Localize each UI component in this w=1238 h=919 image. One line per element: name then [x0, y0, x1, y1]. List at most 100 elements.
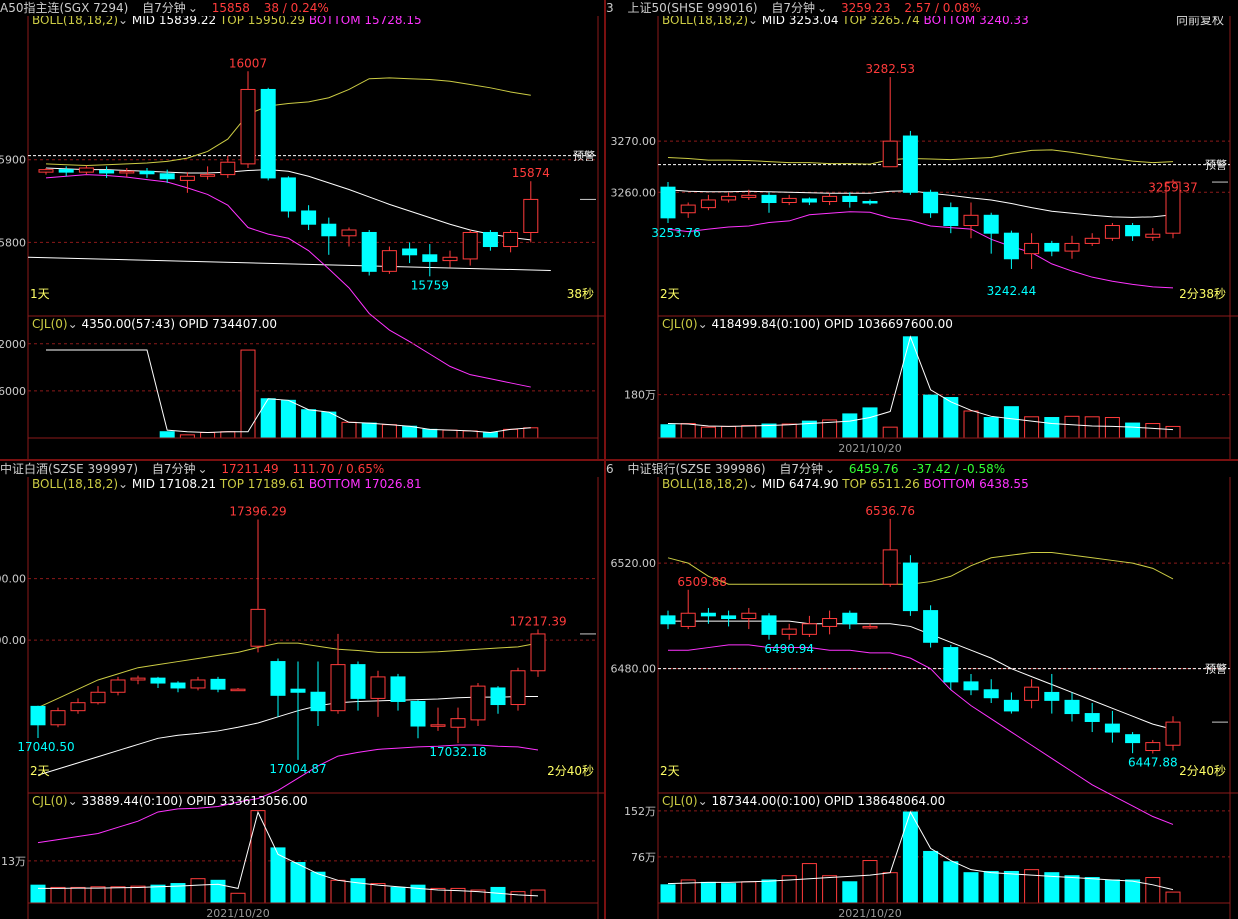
candlestick[interactable] — [923, 605, 939, 648]
price-adjust-label[interactable]: 向前复权 — [1176, 16, 1224, 27]
candlestick[interactable] — [523, 181, 539, 243]
candlestick[interactable] — [983, 679, 999, 703]
volume-bar[interactable] — [842, 413, 858, 439]
candlestick[interactable] — [321, 217, 337, 255]
chart-panel-bank[interactable]: 6 中证银行(SZSE 399986) 自7分钟 ⌄ 6459.76 -37.42… — [606, 461, 1238, 919]
alert-label[interactable]: 预警 — [1205, 662, 1227, 676]
candlestick[interactable] — [1084, 703, 1100, 733]
candlestick[interactable] — [280, 176, 296, 218]
candlestick[interactable] — [179, 172, 195, 193]
candlestick[interactable] — [78, 165, 94, 175]
volume-bar[interactable] — [150, 884, 166, 904]
volume-bar[interactable] — [741, 424, 757, 439]
candlestick[interactable] — [842, 192, 858, 208]
candlestick[interactable] — [390, 673, 406, 711]
instrument-name[interactable]: 中证银行(SZSE 399986) — [627, 462, 766, 476]
candlestick[interactable] — [450, 707, 466, 744]
volume-bar[interactable] — [680, 423, 696, 439]
volume-bar[interactable] — [1024, 416, 1040, 439]
candlestick[interactable] — [1165, 179, 1181, 239]
period-selector[interactable]: 自7分钟 ⌄ — [779, 462, 836, 476]
candlestick[interactable] — [801, 615, 817, 637]
volume-bar[interactable] — [159, 431, 175, 439]
candlestick[interactable] — [470, 683, 486, 727]
volume-bar[interactable] — [963, 410, 979, 439]
boll-legend[interactable]: BOLL(18,18,2)⌄ MID 3253.04 TOP 3265.74 B… — [662, 16, 1029, 27]
candlestick[interactable] — [963, 673, 979, 696]
candlestick[interactable] — [270, 658, 286, 717]
volume-bar[interactable] — [442, 429, 458, 439]
candlestick[interactable] — [381, 246, 397, 274]
candlestick[interactable] — [1064, 235, 1080, 259]
candlestick[interactable] — [301, 205, 317, 230]
volume-bar[interactable] — [390, 886, 406, 904]
candlestick[interactable] — [882, 518, 898, 587]
volume-legend[interactable]: CJL(0)⌄ 187344.00(0:100) OPID 138648064.… — [662, 794, 945, 808]
volume-bar[interactable] — [230, 892, 246, 904]
trend-line[interactable] — [27, 256, 551, 272]
volume-bar[interactable] — [1064, 415, 1080, 439]
candlestick[interactable] — [150, 676, 166, 688]
volume-bar[interactable] — [361, 422, 377, 439]
candlestick[interactable] — [370, 670, 386, 717]
volume-bar[interactable] — [721, 883, 737, 904]
candlestick[interactable] — [680, 589, 696, 630]
candlestick[interactable] — [781, 623, 797, 640]
volume-bar[interactable] — [482, 432, 498, 439]
candlestick[interactable] — [430, 707, 446, 731]
volume-bar[interactable] — [822, 875, 838, 904]
candlestick[interactable] — [943, 202, 959, 234]
volume-bar[interactable] — [1084, 416, 1100, 439]
volume-bar[interactable] — [882, 872, 898, 904]
period-selector[interactable]: 自7分钟 ⌄ — [771, 1, 828, 15]
candlestick[interactable] — [200, 166, 216, 180]
candlestick[interactable] — [761, 613, 777, 640]
chart-panel-a50[interactable]: A50指主连(SGX 7294) 自7分钟 ⌄ 15858 38 / 0.24% … — [0, 0, 604, 460]
volume-bar[interactable] — [660, 424, 676, 439]
candlestick[interactable] — [190, 676, 206, 691]
candlestick[interactable] — [159, 169, 175, 183]
volume-bar[interactable] — [660, 884, 676, 904]
candlestick[interactable] — [1024, 679, 1040, 709]
candlestick[interactable] — [410, 700, 426, 739]
volume-bar[interactable] — [862, 407, 878, 439]
chart-area[interactable]: BOLL(18,18,2)⌄ MID 15839.22 TOP 15950.29… — [0, 16, 604, 460]
candlestick[interactable] — [1145, 739, 1161, 754]
candlestick[interactable] — [1084, 233, 1100, 246]
volume-bar[interactable] — [310, 871, 326, 904]
volume-bar[interactable] — [1125, 879, 1141, 904]
candlestick[interactable] — [1104, 710, 1120, 743]
candlestick[interactable] — [761, 192, 777, 213]
candlestick[interactable] — [230, 687, 246, 692]
candlestick[interactable] — [30, 705, 46, 738]
volume-bar[interactable] — [882, 426, 898, 439]
volume-bar[interactable] — [781, 423, 797, 439]
volume-bar[interactable] — [761, 423, 777, 439]
volume-bar[interactable] — [503, 428, 519, 439]
candlestick[interactable] — [721, 192, 737, 203]
volume-bar[interactable] — [741, 881, 757, 904]
candlestick[interactable] — [1003, 230, 1019, 269]
candlestick[interactable] — [1003, 692, 1019, 714]
boll-legend[interactable]: BOLL(18,18,2)⌄ MID 17108.21 TOP 17189.61… — [32, 477, 422, 491]
boll-legend[interactable]: BOLL(18,18,2)⌄ MID 15839.22 TOP 15950.29… — [32, 16, 422, 27]
candlestick[interactable] — [902, 555, 918, 616]
candlestick[interactable] — [58, 166, 74, 177]
candlestick[interactable] — [842, 610, 858, 630]
volume-bar[interactable] — [290, 861, 306, 904]
boll-legend[interactable]: BOLL(18,18,2)⌄ MID 6474.90 TOP 6511.26 B… — [662, 477, 1029, 491]
volume-bar[interactable] — [370, 883, 386, 904]
candlestick[interactable] — [1125, 222, 1141, 241]
volume-bar[interactable] — [923, 850, 939, 904]
panel-divider-horizontal[interactable] — [0, 459, 1238, 461]
candlestick[interactable] — [220, 155, 236, 178]
volume-bar[interactable] — [1064, 875, 1080, 904]
volume-bar[interactable] — [280, 399, 296, 439]
candlestick[interactable] — [741, 189, 757, 200]
chart-panel-liquor[interactable]: 中证白酒(SZSE 399997) 自7分钟 ⌄ 17211.49 111.70 … — [0, 461, 604, 919]
candlestick[interactable] — [240, 71, 256, 168]
volume-bar[interactable] — [983, 417, 999, 439]
volume-bar[interactable] — [270, 847, 286, 904]
candlestick[interactable] — [422, 244, 438, 277]
candlestick[interactable] — [862, 199, 878, 206]
